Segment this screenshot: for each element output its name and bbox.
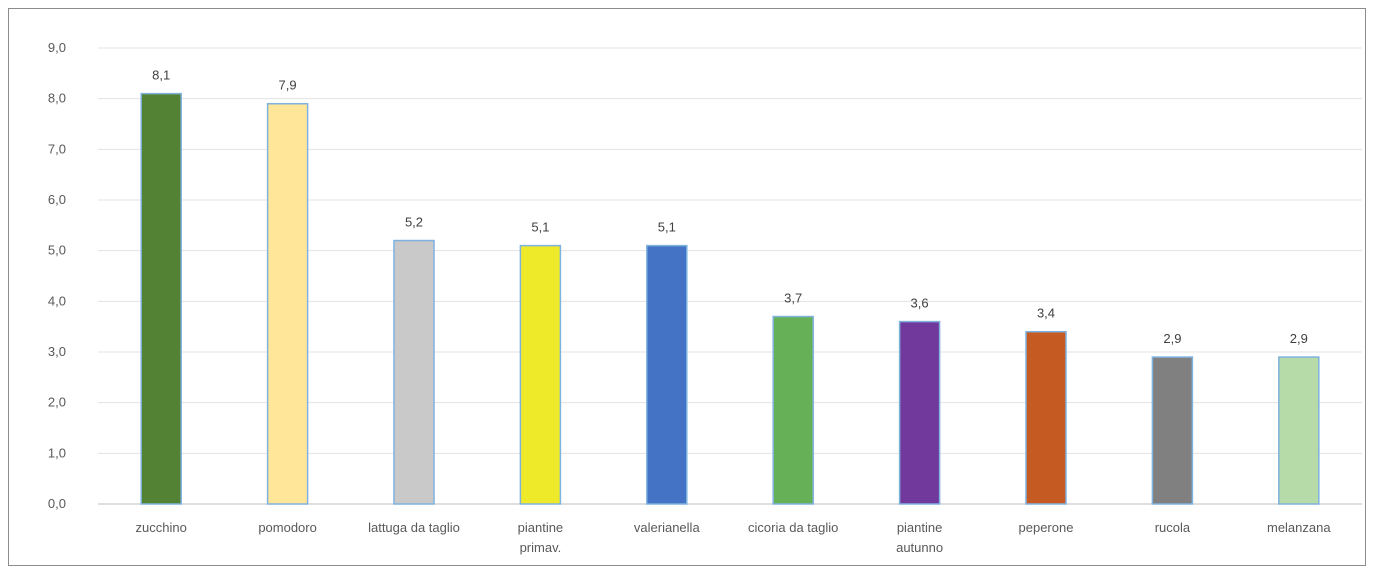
y-tick-label: 7,0 <box>48 141 66 156</box>
gridlines <box>98 47 1362 505</box>
data-labels: 8,1 7,9 5,2 5,1 5,1 3,7 3,6 3,4 2,9 2,9 <box>152 68 1308 346</box>
x-tick-label: peperone <box>1019 520 1074 535</box>
x-tick-label: autunno <box>896 540 943 555</box>
data-label: 2,9 <box>1163 331 1181 346</box>
data-label: 7,9 <box>279 78 297 93</box>
x-tick-label: melanzana <box>1267 520 1331 535</box>
y-tick-label: 1,0 <box>48 445 66 460</box>
x-tick-label: pomodoro <box>258 520 317 535</box>
x-tick-label: valerianella <box>634 520 701 535</box>
data-label: 3,7 <box>784 291 802 306</box>
bar <box>1025 330 1067 505</box>
y-tick-label: 5,0 <box>48 243 66 258</box>
bar <box>266 102 309 505</box>
y-tick-label: 2,0 <box>48 395 66 410</box>
data-label: 8,1 <box>152 68 170 83</box>
x-tick-label: rucola <box>1155 520 1191 535</box>
x-tick-label: cicoria da taglio <box>748 520 838 535</box>
y-axis-ticks: 0,0 1,0 2,0 3,0 4,0 5,0 6,0 7,0 8,0 9,0 <box>48 40 66 511</box>
bar <box>646 244 688 505</box>
x-tick-label: piantine <box>897 520 943 535</box>
y-tick-label: 8,0 <box>48 91 66 106</box>
data-label: 2,9 <box>1290 331 1308 346</box>
bar <box>898 320 941 505</box>
x-tick-label: lattuga da taglio <box>368 520 460 535</box>
y-tick-label: 4,0 <box>48 293 66 308</box>
data-label: 3,4 <box>1037 306 1055 321</box>
x-tick-label: piantine <box>518 520 564 535</box>
bar <box>393 239 435 505</box>
bar <box>1151 356 1194 505</box>
x-tick-label: primav. <box>520 540 562 555</box>
data-label: 5,1 <box>658 220 676 235</box>
y-tick-label: 0,0 <box>48 496 66 511</box>
y-tick-label: 9,0 <box>48 40 66 55</box>
bar <box>519 244 562 505</box>
bar <box>140 92 182 505</box>
x-axis-categories: zucchino pomodoro lattuga da taglio piantin… <box>136 520 1332 555</box>
data-label: 5,1 <box>531 220 549 235</box>
y-tick-label: 6,0 <box>48 192 66 207</box>
y-tick-label: 3,0 <box>48 344 66 359</box>
x-tick-label: zucchino <box>136 520 187 535</box>
data-label: 5,2 <box>405 215 423 230</box>
bar <box>1278 356 1320 505</box>
bars <box>140 92 1320 505</box>
bar <box>772 315 814 505</box>
data-label: 3,6 <box>911 296 929 311</box>
